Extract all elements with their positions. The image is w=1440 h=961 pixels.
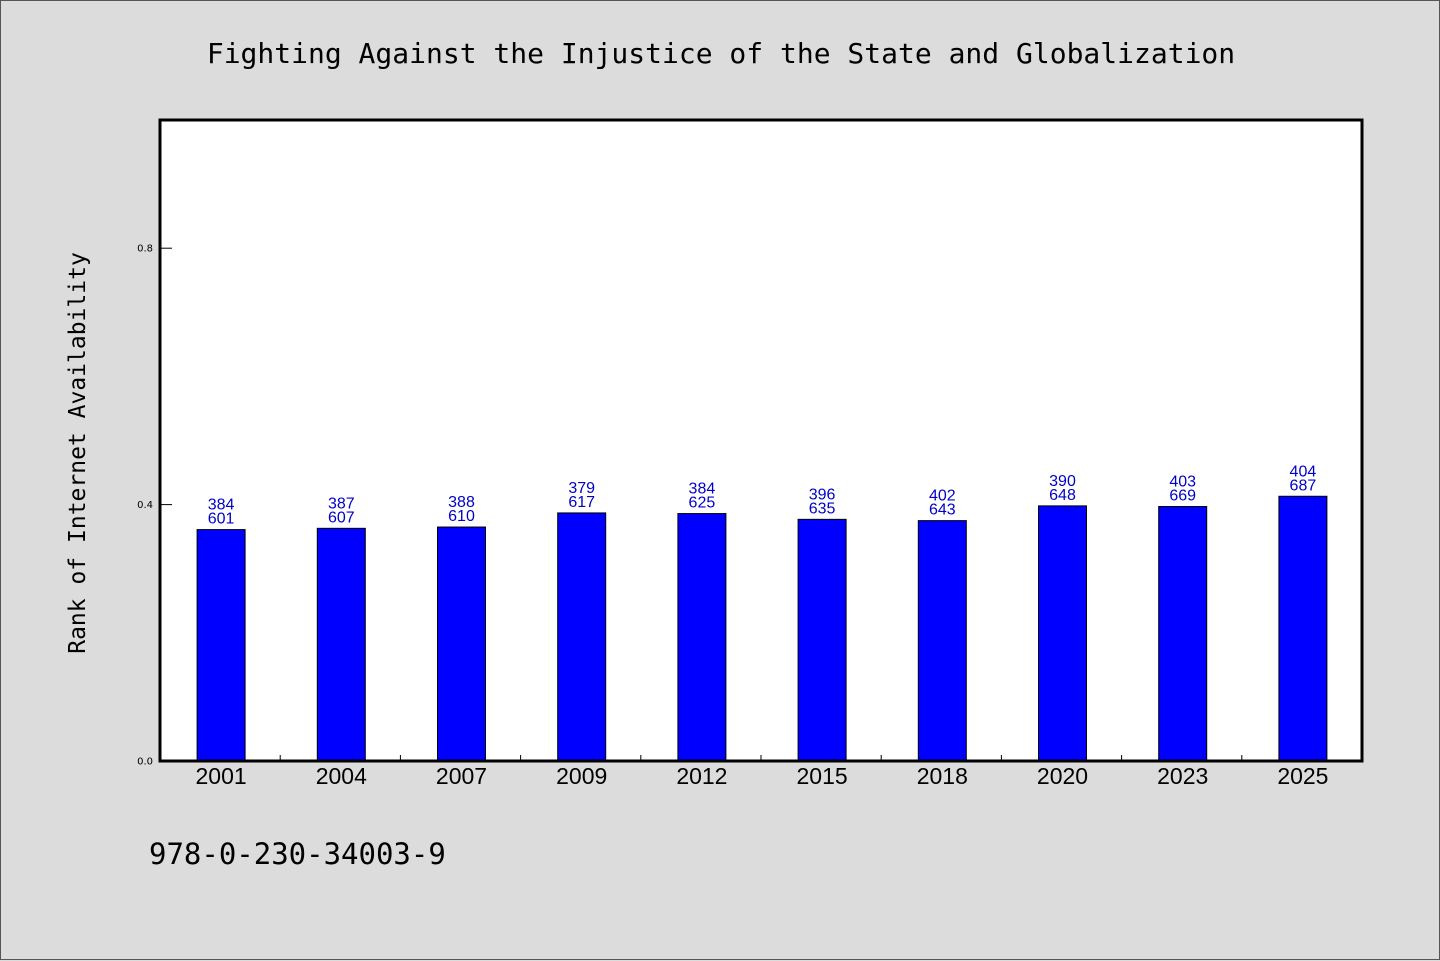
y-tick-label: 0.8 bbox=[137, 244, 153, 255]
x-tick-label: 2007 bbox=[436, 763, 487, 789]
y-tick-label: 0.4 bbox=[137, 500, 153, 511]
bar-label-upper: 379 bbox=[568, 480, 595, 497]
bar bbox=[1158, 506, 1208, 762]
bar-label-upper: 396 bbox=[809, 486, 836, 503]
bar bbox=[1278, 495, 1328, 762]
bar-series bbox=[196, 495, 1328, 762]
bar-label-upper: 402 bbox=[929, 488, 956, 505]
x-tick-label: 2009 bbox=[556, 763, 607, 789]
bar-label-upper: 387 bbox=[328, 495, 355, 512]
x-tick-label: 2012 bbox=[676, 763, 727, 789]
y-axis-label: Rank of Internet Availability bbox=[65, 252, 91, 654]
bar-label-lower: 601 bbox=[208, 511, 235, 528]
x-tick-label: 2018 bbox=[917, 763, 968, 789]
x-tick-label: 2004 bbox=[316, 763, 367, 789]
bar bbox=[1038, 505, 1087, 762]
x-tick-label: 2001 bbox=[196, 763, 247, 789]
bar-label-upper: 384 bbox=[689, 481, 716, 498]
bar bbox=[437, 526, 486, 762]
x-tick-label: 2025 bbox=[1277, 763, 1328, 789]
y-tick-label: 0.0 bbox=[137, 757, 153, 768]
bar bbox=[316, 527, 366, 762]
bar-label-lower: 648 bbox=[1049, 487, 1076, 504]
bar bbox=[557, 512, 607, 762]
bar bbox=[917, 520, 967, 762]
bar-label-lower: 607 bbox=[328, 509, 355, 526]
bar-label-lower: 625 bbox=[689, 495, 716, 512]
bar-label-upper: 403 bbox=[1169, 474, 1196, 491]
x-tick-label: 2020 bbox=[1037, 763, 1088, 789]
x-tick-label: 2023 bbox=[1157, 763, 1208, 789]
plot-frame bbox=[158, 118, 1364, 763]
x-axis-ticks: 2001 2004 2007 2009 2012 2015 2018 2020 2023 2025 bbox=[196, 755, 1328, 789]
isbn-text: 978-0-230-34003-9 bbox=[149, 837, 446, 871]
bar-label-upper: 384 bbox=[208, 497, 235, 514]
bar bbox=[196, 529, 246, 762]
bar-label-lower: 643 bbox=[929, 502, 956, 519]
bar bbox=[797, 518, 847, 762]
chart-title: Fighting Against the Injustice of the St… bbox=[207, 37, 1235, 70]
bar-label-lower: 610 bbox=[448, 508, 475, 525]
bar-label-lower: 669 bbox=[1169, 488, 1196, 505]
bar-label-upper: 390 bbox=[1049, 473, 1076, 490]
bar-label-upper: 404 bbox=[1290, 463, 1317, 480]
bar-label-lower: 687 bbox=[1290, 477, 1317, 494]
bar-label-lower: 635 bbox=[809, 500, 836, 517]
bar bbox=[677, 513, 727, 762]
x-tick-label: 2015 bbox=[797, 763, 848, 789]
bar-label-lower: 617 bbox=[568, 494, 595, 511]
bar-label-upper: 388 bbox=[448, 494, 475, 511]
